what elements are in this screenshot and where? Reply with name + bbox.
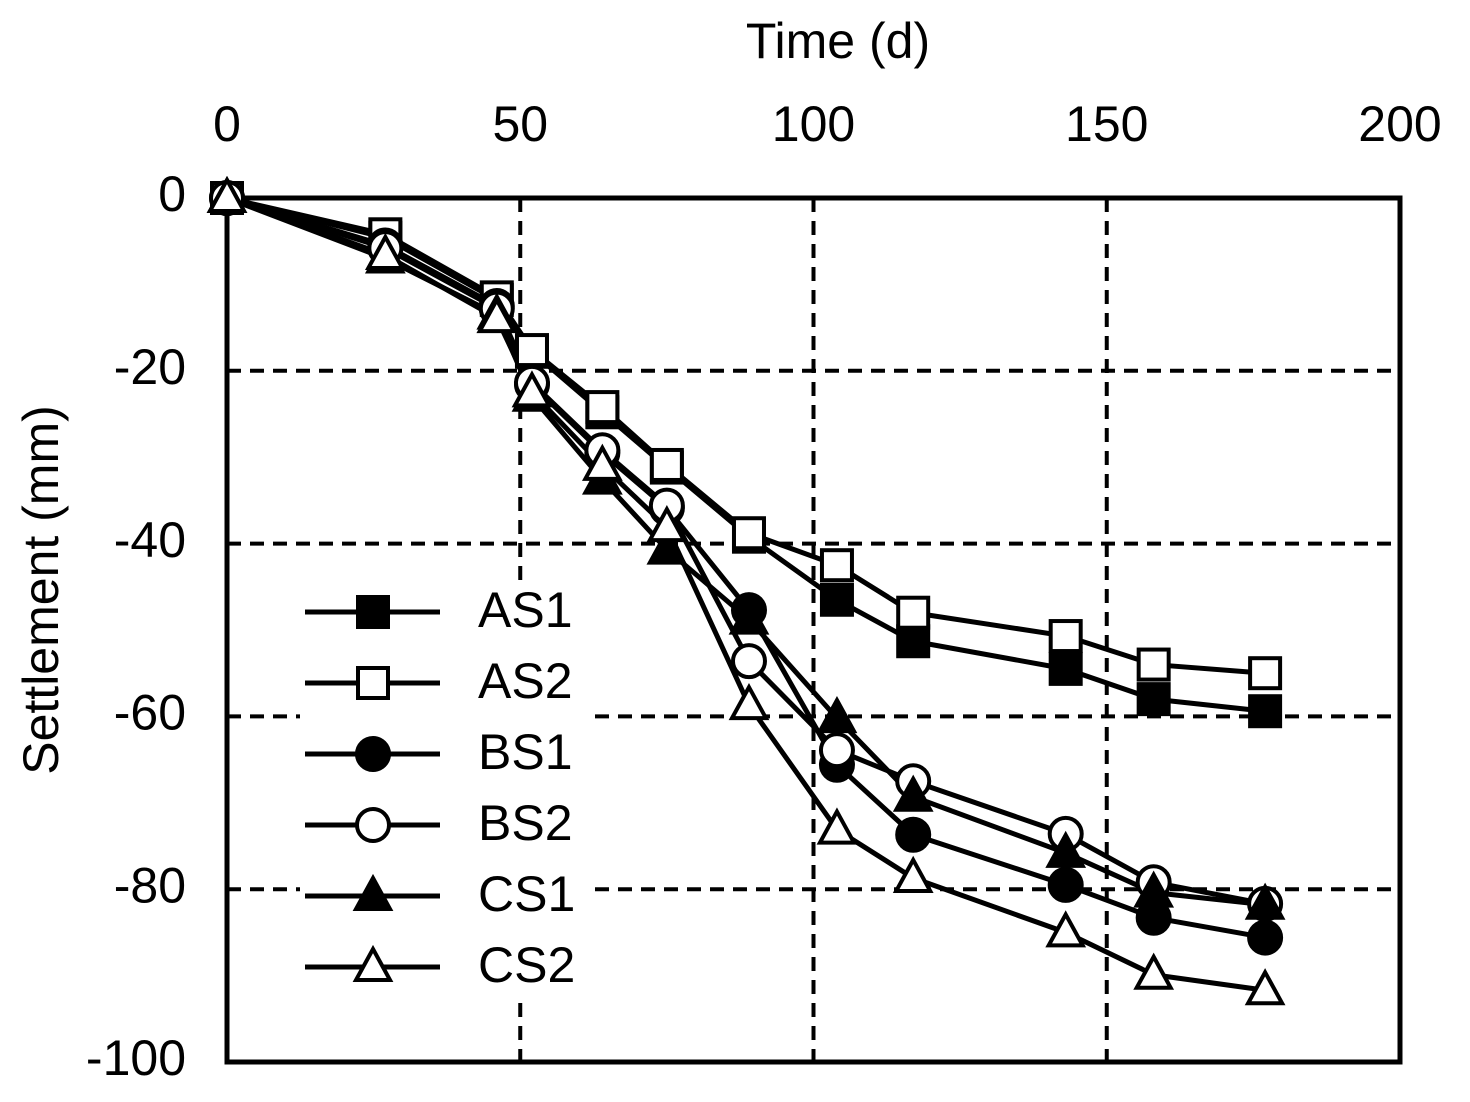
marker — [896, 624, 931, 659]
marker — [511, 370, 553, 408]
marker — [1248, 656, 1283, 691]
marker — [1248, 694, 1283, 729]
y-tick-label: -80 — [114, 857, 186, 913]
marker — [206, 175, 248, 213]
marker — [1133, 870, 1175, 908]
x-axis-title: Time (d) — [746, 13, 930, 69]
marker — [476, 295, 518, 334]
legend-marker — [356, 595, 390, 629]
marker — [646, 505, 688, 543]
marker — [896, 595, 931, 630]
y-tick-label: -60 — [114, 685, 186, 741]
marker — [1244, 968, 1286, 1006]
marker — [1133, 952, 1175, 990]
marker — [819, 582, 854, 617]
legend-label: CS2 — [478, 937, 575, 993]
marker — [728, 683, 770, 721]
marker — [581, 443, 623, 481]
marker — [1247, 919, 1284, 956]
y-tick-label: -40 — [114, 512, 186, 568]
marker — [728, 597, 770, 635]
legend-marker — [352, 873, 394, 911]
marker — [892, 855, 934, 893]
legend-marker — [352, 944, 394, 982]
marker — [1047, 866, 1084, 903]
marker — [1136, 682, 1171, 717]
marker — [1048, 651, 1083, 686]
x-tick-label: 200 — [1358, 96, 1441, 152]
marker — [649, 447, 684, 482]
marker — [1045, 830, 1087, 868]
legend-label: AS1 — [478, 582, 573, 638]
x-tick-label: 0 — [213, 96, 241, 152]
marker — [816, 695, 858, 734]
marker — [1048, 619, 1083, 654]
marker — [819, 548, 854, 583]
y-tick-label: -20 — [114, 339, 186, 395]
y-axis-title: Settlement (mm) — [13, 405, 69, 775]
marker — [730, 643, 767, 680]
legend-label: BS1 — [478, 724, 573, 780]
marker — [816, 807, 858, 845]
marker — [895, 816, 932, 853]
marker — [514, 333, 549, 368]
x-tick-label: 150 — [1065, 96, 1148, 152]
marker — [818, 732, 855, 769]
plot-frame — [224, 195, 1403, 1065]
legend-marker — [355, 807, 391, 843]
legend-label: AS2 — [478, 653, 573, 709]
legend-label: CS1 — [478, 866, 575, 922]
marker — [1244, 882, 1286, 920]
legend-marker — [355, 736, 391, 772]
marker — [585, 390, 620, 425]
legend-label: BS2 — [478, 795, 573, 851]
marker — [731, 516, 766, 551]
marker — [1136, 647, 1171, 682]
marker — [646, 527, 688, 565]
marker — [1045, 910, 1087, 948]
y-tick-label: 0 — [158, 166, 186, 222]
x-tick-label: 50 — [492, 96, 548, 152]
marker — [364, 232, 406, 271]
y-tick-label: -100 — [86, 1030, 186, 1086]
marker — [892, 774, 934, 812]
legend-marker — [356, 666, 390, 700]
x-tick-label: 100 — [772, 96, 855, 152]
legend-background — [300, 585, 590, 995]
